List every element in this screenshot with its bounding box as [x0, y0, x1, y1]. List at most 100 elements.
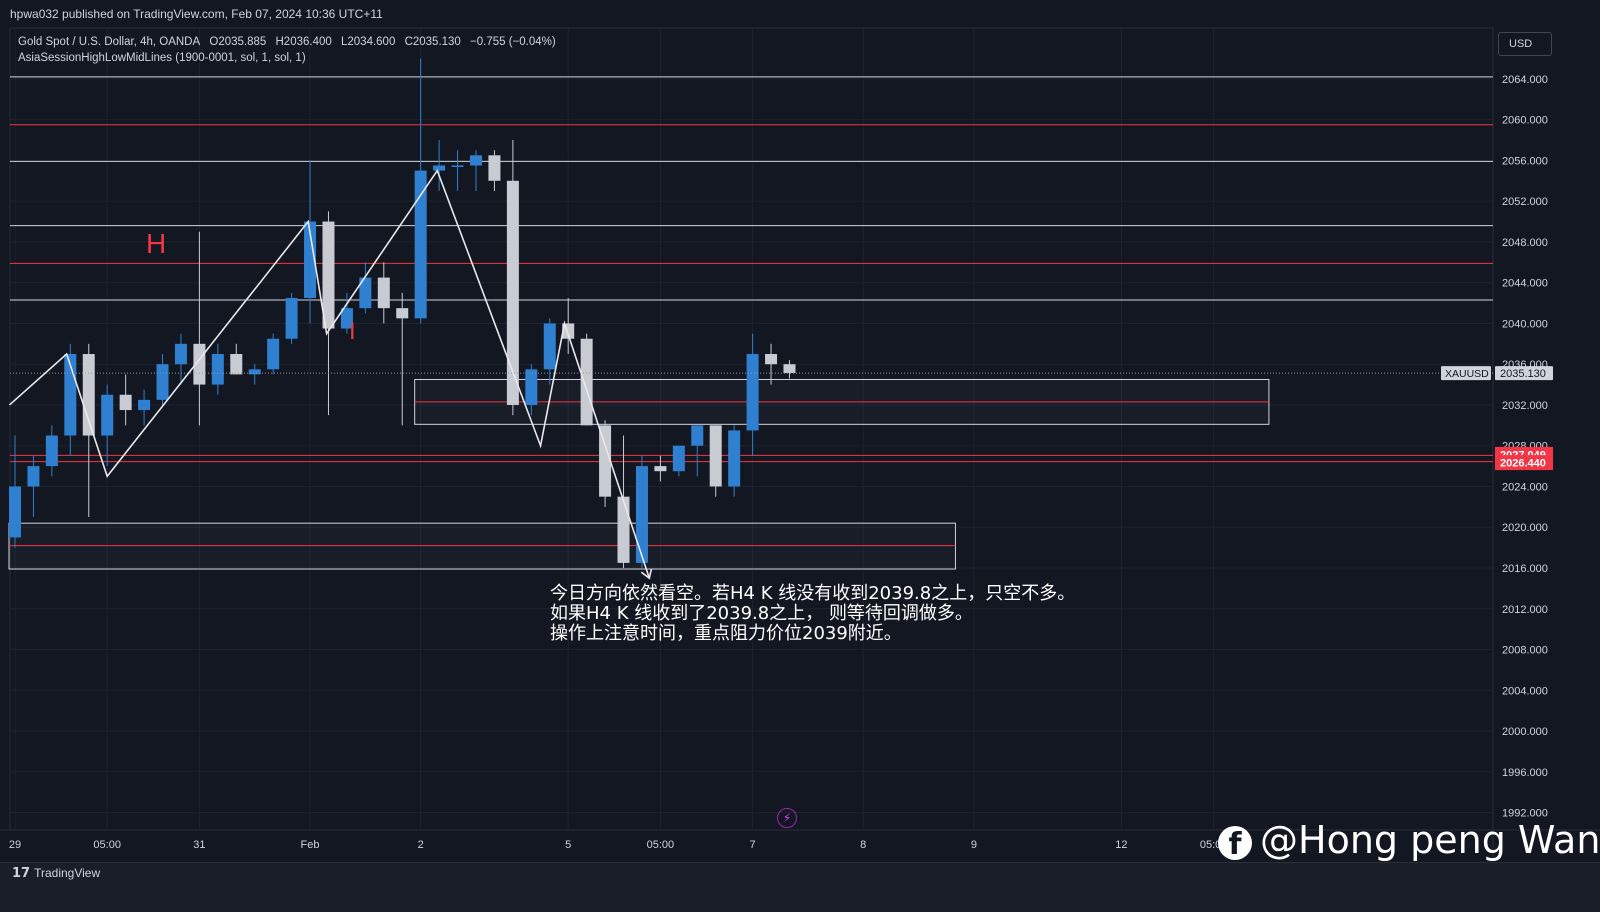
candle-body[interactable]: [340, 308, 353, 329]
y-tick-label: 1992.000: [1502, 808, 1548, 820]
candle-body[interactable]: [322, 221, 335, 329]
candle-body[interactable]: [525, 369, 538, 405]
range-zone-box[interactable]: [8, 522, 956, 570]
x-tick-label: 12: [1115, 839, 1127, 851]
symbol-legend[interactable]: Gold Spot / U.S. Dollar, 4h, OANDA O2035…: [18, 34, 562, 50]
x-tick-label: 5: [565, 839, 571, 851]
candle-body[interactable]: [27, 466, 40, 487]
candle-body[interactable]: [267, 338, 280, 370]
candle-body[interactable]: [101, 394, 114, 436]
y-tick-label: 2056.000: [1502, 155, 1548, 167]
y-tick-label: 2040.000: [1502, 318, 1548, 330]
candle-body[interactable]: [709, 425, 722, 487]
x-tick-label: 2: [418, 839, 424, 851]
footer-bar: [0, 862, 1600, 912]
y-tick-label: 2004.000: [1502, 685, 1548, 697]
candle-body[interactable]: [672, 445, 685, 472]
zigzag-arrowhead: [640, 569, 653, 580]
y-tick-label: 2064.000: [1502, 74, 1548, 86]
candle-body[interactable]: [580, 338, 593, 426]
symbol-title: Gold Spot / U.S. Dollar, 4h, OANDA: [18, 36, 201, 48]
pattern-label-h: H: [146, 228, 167, 259]
candle-body[interactable]: [359, 277, 372, 309]
indicator-legend[interactable]: AsiaSessionHighLowMidLines (1900-0001, s…: [18, 52, 306, 64]
candle-body[interactable]: [119, 394, 132, 411]
ohlc-change: −0.755 (−0.04%): [470, 36, 556, 48]
candle-body[interactable]: [174, 343, 187, 365]
candle-body[interactable]: [506, 180, 519, 405]
x-tick-label: 31: [193, 839, 205, 851]
candle-body[interactable]: [414, 170, 427, 319]
candle-body[interactable]: [138, 399, 151, 411]
x-tick-label: 8: [860, 839, 866, 851]
ohlc-low: L2034.600: [340, 36, 396, 48]
replay-lightning-icon[interactable]: ⚡: [777, 808, 797, 828]
y-tick-label: 2016.000: [1502, 563, 1548, 575]
candle-body[interactable]: [304, 221, 317, 298]
candle-body[interactable]: [765, 354, 778, 365]
zigzag-line[interactable]: [8, 168, 651, 579]
symbol-tag-bg: [1441, 366, 1491, 381]
last-price-tag-bg: [1495, 366, 1553, 381]
y-tick-label: 2020.000: [1502, 522, 1548, 534]
x-tick-label: Feb: [301, 839, 320, 851]
candle-body[interactable]: [746, 354, 759, 431]
ohlc-high: H2036.400: [275, 36, 332, 48]
y-tick-label: 2000.000: [1502, 726, 1548, 738]
candle-body[interactable]: [9, 486, 21, 538]
last-price-tag-text: 2035.130: [1500, 368, 1546, 380]
watermark-text: @Hong peng Wang: [1260, 818, 1600, 862]
candle-body[interactable]: [396, 308, 409, 319]
y-tick-label: 2044.000: [1502, 278, 1548, 290]
ohlc-open: O2035.885: [209, 36, 267, 48]
y-tick-label: 2052.000: [1502, 196, 1548, 208]
candle-body[interactable]: [377, 277, 390, 309]
candle-body[interactable]: [248, 369, 261, 375]
tradingview-logo[interactable]: 17 TradingView: [12, 866, 100, 881]
y-tick-label: 2060.000: [1502, 115, 1548, 127]
candle-body[interactable]: [691, 425, 704, 446]
y-tick-label: 2032.000: [1502, 400, 1548, 412]
tradingview-logo-icon: 17: [12, 866, 31, 881]
y-tick-label: 2012.000: [1502, 604, 1548, 616]
x-tick-label: 9: [971, 839, 977, 851]
annotation-line-1: 今日方向依然看空。若H4 K 线没有收到2039.8之上，只空不多。: [550, 583, 1076, 604]
candle-body[interactable]: [654, 466, 667, 472]
y-tick-label: 2008.000: [1502, 645, 1548, 657]
x-tick-label: 05:00: [93, 839, 121, 851]
candle-body[interactable]: [230, 354, 243, 375]
y-tick-label: 2024.000: [1502, 481, 1548, 493]
annotation-text[interactable]: 今日方向依然看空。若H4 K 线没有收到2039.8之上，只空不多。 如果H4 …: [550, 584, 1075, 644]
y-tick-label: 1996.000: [1502, 767, 1548, 779]
facebook-icon: f: [1218, 825, 1252, 862]
candle-body[interactable]: [451, 165, 464, 167]
x-tick-label: 05:00: [647, 839, 675, 851]
y-tick-label: 2048.000: [1502, 237, 1548, 249]
level-price-tag-text: 2026.440: [1500, 458, 1546, 470]
candle-body[interactable]: [45, 435, 58, 467]
candle-body[interactable]: [599, 425, 612, 497]
candle-body[interactable]: [211, 354, 224, 385]
candle-body[interactable]: [470, 155, 482, 166]
pattern-label-i: I: [349, 318, 356, 345]
publish-info: hpwa032 published on TradingView.com, Fe…: [10, 7, 383, 21]
candle-body[interactable]: [82, 354, 95, 436]
candle-body[interactable]: [193, 343, 206, 385]
candle-body[interactable]: [617, 496, 630, 563]
candle-body[interactable]: [635, 466, 648, 563]
annotation-line-3: 操作上注意时间，重点阻力价位2039附近。: [550, 623, 902, 644]
currency-button[interactable]: USD: [1498, 32, 1552, 56]
symbol-tag-text: XAUUSD: [1445, 368, 1489, 380]
x-tick-label: 7: [750, 839, 756, 851]
chart-legend: Gold Spot / U.S. Dollar, 4h, OANDA O2035…: [18, 34, 562, 66]
candle-body[interactable]: [156, 364, 169, 400]
candle-body[interactable]: [488, 155, 501, 181]
candle-body[interactable]: [728, 430, 741, 487]
candle-body[interactable]: [433, 165, 446, 171]
level-price-tag-bg: [1495, 455, 1553, 471]
candle-body[interactable]: [783, 364, 796, 374]
candle-body[interactable]: [543, 323, 556, 370]
candle-body[interactable]: [285, 297, 298, 339]
ohlc-close: C2035.130: [404, 36, 461, 48]
